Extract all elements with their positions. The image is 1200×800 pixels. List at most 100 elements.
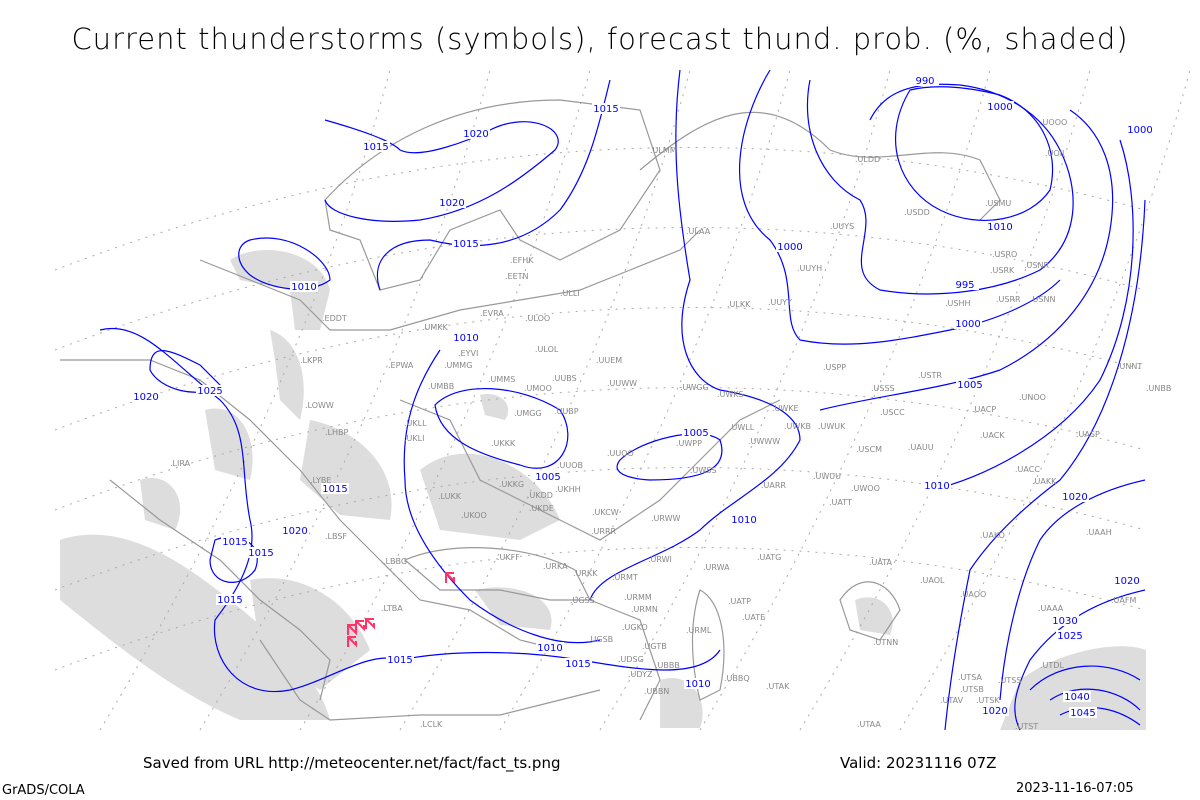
station-label: .UUOO bbox=[607, 449, 634, 458]
coastline bbox=[839, 581, 901, 641]
station-label: .URMM bbox=[624, 593, 652, 602]
isobar-label: 1000 bbox=[1127, 125, 1152, 136]
shaded-area bbox=[420, 453, 560, 540]
isobar-label: 990 bbox=[915, 76, 934, 87]
isobar-label-bg bbox=[592, 103, 620, 114]
parallel bbox=[54, 307, 1146, 431]
station-label: .USDD bbox=[904, 208, 930, 217]
isobar-label: 1010 bbox=[453, 333, 478, 344]
station-label: .UWUK bbox=[818, 422, 846, 431]
station-label: .ULKK bbox=[727, 300, 751, 309]
station-label: .UWPP bbox=[676, 439, 702, 448]
isobar-label-bg bbox=[386, 654, 414, 665]
shaded-area bbox=[475, 587, 552, 630]
shaded-area bbox=[300, 420, 392, 520]
station-label: .USCM bbox=[856, 445, 882, 454]
coastline bbox=[199, 229, 701, 331]
station-label: .UACC bbox=[1015, 465, 1040, 474]
isobar-label: 1010 bbox=[291, 282, 316, 293]
station-label: .UAKK bbox=[1032, 477, 1057, 486]
shaded-area bbox=[480, 394, 509, 420]
station-label: .LBSF bbox=[325, 532, 347, 541]
isobar-label-bg bbox=[462, 128, 490, 139]
station-label: .UMMG bbox=[444, 361, 472, 370]
isobar-label-bg bbox=[452, 332, 480, 343]
parallel bbox=[54, 227, 1146, 351]
station-label: .UBBQ bbox=[724, 674, 750, 683]
meridian bbox=[599, 69, 891, 731]
isobar-label: 1000 bbox=[955, 319, 980, 330]
isobar-label-bg bbox=[281, 525, 309, 536]
station-label: .UKLL bbox=[404, 419, 427, 428]
isobar-label: 1010 bbox=[685, 679, 710, 690]
station-label: .UOOO bbox=[1040, 118, 1067, 127]
isobar bbox=[434, 388, 569, 469]
meridian bbox=[199, 69, 491, 731]
station-label: .UATP bbox=[728, 597, 751, 606]
isobar-label: 1000 bbox=[987, 102, 1012, 113]
isobar-label-bg bbox=[981, 705, 1009, 716]
isobar-label-bg bbox=[923, 480, 951, 491]
station-label: .UWOO bbox=[851, 484, 880, 493]
station-label: .UGSB bbox=[588, 635, 613, 644]
station-label: .UATT bbox=[829, 498, 852, 507]
station-label: .UKCW bbox=[592, 508, 619, 517]
isobar-label: 1020 bbox=[982, 706, 1007, 717]
station-label: .UUBS bbox=[552, 374, 577, 383]
station-label: .UAKO bbox=[980, 531, 1005, 540]
station-label: .UAUU bbox=[908, 443, 934, 452]
station-label: .UWUU bbox=[813, 472, 841, 481]
isobar-label: 1020 bbox=[133, 392, 158, 403]
isobar-label: 1005 bbox=[957, 380, 982, 391]
station-label: .UKDE bbox=[529, 504, 554, 513]
station-label: .EFHK bbox=[510, 256, 534, 265]
station-label: .UTSK bbox=[976, 696, 1000, 705]
station-label: .UKOO bbox=[461, 511, 487, 520]
coastline bbox=[589, 599, 661, 721]
isobar bbox=[895, 86, 1054, 221]
isobar-label-bg bbox=[1056, 630, 1084, 641]
station-label: .UACP bbox=[972, 405, 996, 414]
isobar-label: 1010 bbox=[987, 222, 1012, 233]
isobar bbox=[929, 139, 1134, 491]
thunderstorm-symbol bbox=[365, 618, 375, 630]
isobar-label-bg bbox=[536, 642, 564, 653]
station-label: .UNNT bbox=[1117, 362, 1142, 371]
isobar-label-bg bbox=[1126, 124, 1154, 135]
isobar bbox=[739, 69, 1061, 345]
isobar-label-bg bbox=[321, 483, 349, 494]
isobar-label: 1005 bbox=[683, 428, 708, 439]
isobar-label: 1020 bbox=[282, 526, 307, 537]
isobar-label-bg bbox=[956, 379, 984, 390]
isobar-label: 995 bbox=[955, 280, 974, 291]
isobar-label: 1025 bbox=[197, 386, 222, 397]
station-label: .LKPR bbox=[300, 356, 323, 365]
station-label: .UKHH bbox=[555, 485, 581, 494]
station-label: .LHBP bbox=[325, 428, 349, 437]
station-label: .UUOB bbox=[557, 461, 583, 470]
station-label: .UOII bbox=[1045, 149, 1064, 158]
isobar-label-bg bbox=[1063, 691, 1091, 702]
station-label: .URRR bbox=[591, 527, 617, 536]
station-label: .UKLI bbox=[404, 434, 424, 443]
isobar-label-bg bbox=[1061, 491, 1089, 502]
isobar-label-bg bbox=[1051, 615, 1079, 626]
isobar bbox=[376, 79, 611, 291]
station-label: .UNBB bbox=[1146, 384, 1171, 393]
station-label: .UKKK bbox=[491, 439, 516, 448]
meridian bbox=[899, 69, 1191, 731]
isobar-label-bg bbox=[216, 594, 244, 605]
station-label: .UTSA bbox=[958, 673, 983, 682]
station-label: .UDSG bbox=[618, 655, 644, 664]
station-label: .ULLI bbox=[560, 289, 580, 298]
shaded-area bbox=[60, 534, 330, 720]
station-label: .UAAA bbox=[1038, 604, 1064, 613]
station-label: .UAOL bbox=[920, 576, 945, 585]
isobar-label: 1015 bbox=[248, 548, 273, 559]
isobar-label-bg bbox=[951, 279, 979, 290]
isobar-label: 1000 bbox=[777, 242, 802, 253]
isobar-label-bg bbox=[452, 238, 480, 249]
station-label: .UACK bbox=[980, 431, 1005, 440]
station-label: .UTAV bbox=[940, 696, 964, 705]
station-label: .UTNN bbox=[873, 638, 898, 647]
